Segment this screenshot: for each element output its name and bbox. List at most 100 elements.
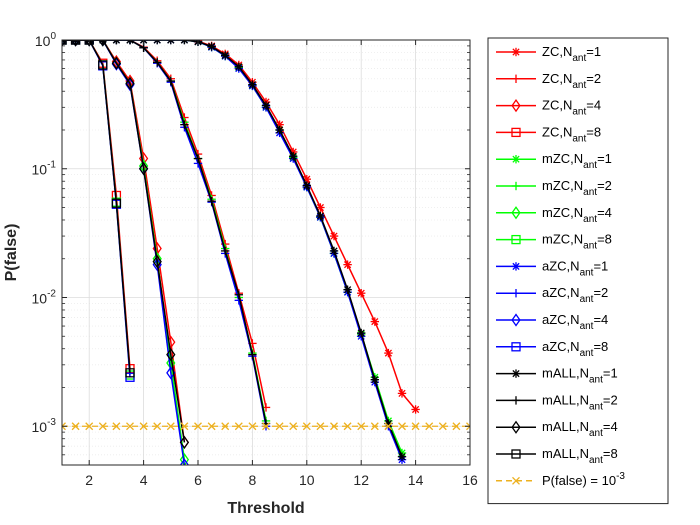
data-point <box>179 435 190 449</box>
data-point <box>84 40 94 47</box>
data-point <box>70 40 81 45</box>
legend-marker <box>511 181 521 191</box>
series-line <box>62 40 186 443</box>
series-14 <box>62 40 190 449</box>
data-point <box>330 422 338 431</box>
legend-label: aZC,Nant=4 <box>542 312 608 332</box>
legend-marker <box>511 313 521 327</box>
data-point <box>343 422 352 431</box>
series-12 <box>62 40 407 461</box>
legend-marker <box>511 262 521 271</box>
y-tick-label: 10-3 <box>32 417 57 435</box>
data-point <box>262 422 270 431</box>
legend-label: ZC,Nant=4 <box>542 98 601 118</box>
legend-marker <box>511 342 521 352</box>
data-point <box>179 458 190 465</box>
data-point <box>98 422 107 431</box>
data-point <box>248 422 257 431</box>
data-point <box>221 246 230 256</box>
legend-entry: ZC,Nant=1 <box>496 44 601 64</box>
data-point <box>357 328 366 338</box>
legend-marker <box>511 98 521 113</box>
data-point <box>329 246 339 256</box>
data-point <box>248 350 257 359</box>
data-point <box>126 422 134 431</box>
legend-label: aZC,Nant=8 <box>542 339 608 359</box>
legend-entry: mZC,Nant=1 <box>496 151 612 171</box>
data-point <box>357 288 366 298</box>
data-point <box>316 211 325 221</box>
legend-marker <box>511 47 521 57</box>
legend-marker <box>511 449 521 459</box>
legend-label: mALL,Nant=1 <box>542 366 618 386</box>
x-tick-label: 10 <box>299 472 315 488</box>
legend-marker <box>511 369 521 378</box>
data-point <box>398 422 406 431</box>
data-point <box>221 51 230 60</box>
y-tick-label: 10-1 <box>32 160 57 178</box>
legend-marker <box>511 289 521 298</box>
data-point <box>70 40 81 47</box>
data-point <box>329 231 339 241</box>
legend-label: mZC,Nant=8 <box>542 232 612 252</box>
legend-label: ZC,Nant=1 <box>542 44 601 64</box>
data-point <box>98 40 107 45</box>
data-point <box>207 196 216 206</box>
data-point <box>152 254 162 269</box>
data-point <box>111 198 122 208</box>
data-point <box>411 422 420 431</box>
data-point <box>221 422 230 431</box>
data-point <box>125 78 135 92</box>
data-point <box>125 76 135 91</box>
data-point <box>289 152 298 161</box>
series-layer <box>62 40 470 465</box>
data-point <box>302 422 311 431</box>
legend-entry: aZC,Nant=4 <box>496 312 608 332</box>
data-point <box>62 422 66 431</box>
data-point <box>384 422 393 431</box>
legend-marker <box>511 420 521 434</box>
legend-entry: ZC,Nant=2 <box>496 71 601 91</box>
y-axis-label: P(false) <box>3 224 20 282</box>
legend-marker <box>511 206 521 220</box>
data-point <box>397 389 407 398</box>
data-point <box>166 76 175 86</box>
data-point <box>194 422 202 431</box>
data-point <box>207 422 216 431</box>
data-point <box>180 422 189 431</box>
legend-entry: P(false) = 10-3 <box>496 471 625 488</box>
legend-entry: mZC,Nant=4 <box>496 205 612 225</box>
data-point <box>111 56 122 70</box>
data-point <box>138 162 149 176</box>
data-point <box>316 422 325 431</box>
legend-entry: mALL,Nant=1 <box>496 366 618 386</box>
legend-entry: mZC,Nant=2 <box>496 178 612 198</box>
y-tick-label: 100 <box>35 31 57 49</box>
x-tick-label: 6 <box>194 472 202 488</box>
series-line <box>62 40 267 408</box>
data-point <box>302 181 311 190</box>
legend-label: mALL,Nant=2 <box>542 392 618 412</box>
series-line <box>62 40 267 424</box>
legend-marker <box>511 74 521 83</box>
series-line <box>62 40 131 373</box>
plot-area <box>61 39 471 466</box>
data-point <box>397 452 407 461</box>
legend-entry: mALL,Nant=4 <box>496 419 618 439</box>
series-16 <box>62 422 470 431</box>
data-point <box>234 290 243 299</box>
data-point <box>112 40 121 45</box>
data-point <box>125 368 135 378</box>
data-point <box>275 125 284 135</box>
data-point <box>153 58 162 67</box>
data-point <box>180 120 189 129</box>
data-point <box>179 453 190 465</box>
data-point <box>207 42 216 51</box>
legend-entry: ZC,Nant=8 <box>496 124 601 144</box>
data-point <box>261 101 271 110</box>
data-point <box>166 422 175 431</box>
data-point <box>343 285 352 294</box>
data-point <box>166 40 175 45</box>
x-axis-label: Threshold <box>227 500 304 517</box>
legend-entry: mALL,Nant=8 <box>496 446 618 466</box>
